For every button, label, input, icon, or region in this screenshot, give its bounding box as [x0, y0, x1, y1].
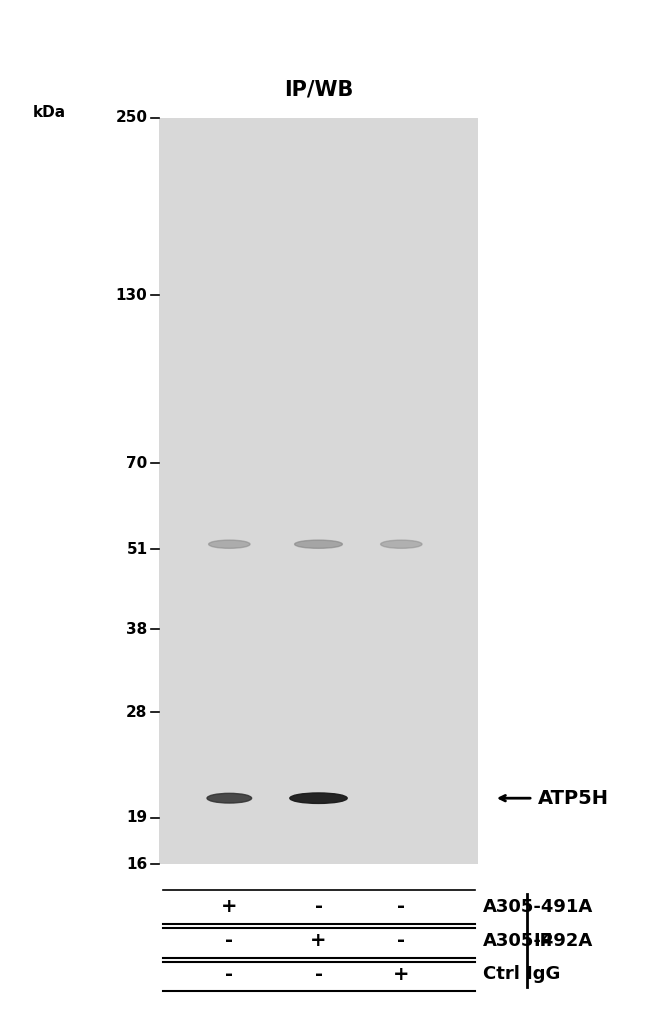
Text: IP/WB: IP/WB — [284, 79, 353, 99]
Text: 51: 51 — [126, 542, 148, 557]
Text: -: - — [315, 965, 322, 984]
Text: A305-491A: A305-491A — [483, 898, 593, 916]
Ellipse shape — [209, 540, 250, 548]
Text: kDa: kDa — [32, 105, 66, 121]
Text: -: - — [315, 897, 322, 917]
Text: -: - — [397, 897, 406, 917]
Text: 19: 19 — [126, 810, 148, 826]
Text: +: + — [221, 897, 237, 917]
Ellipse shape — [290, 793, 347, 803]
Text: Ctrl IgG: Ctrl IgG — [483, 966, 560, 983]
Text: -: - — [226, 965, 233, 984]
Ellipse shape — [381, 540, 422, 548]
Ellipse shape — [294, 540, 343, 548]
Text: 38: 38 — [126, 622, 148, 637]
Text: 16: 16 — [126, 857, 148, 872]
Text: -: - — [397, 931, 406, 950]
Text: IP: IP — [533, 932, 552, 949]
Text: 70: 70 — [126, 456, 148, 471]
Text: -: - — [226, 931, 233, 950]
Text: 130: 130 — [116, 287, 148, 303]
Text: +: + — [393, 965, 410, 984]
Text: A305-492A: A305-492A — [483, 932, 593, 949]
Text: ATP5H: ATP5H — [538, 789, 609, 808]
Text: 250: 250 — [116, 110, 148, 125]
Text: 28: 28 — [126, 705, 148, 720]
Ellipse shape — [207, 793, 252, 803]
Text: +: + — [310, 931, 327, 950]
